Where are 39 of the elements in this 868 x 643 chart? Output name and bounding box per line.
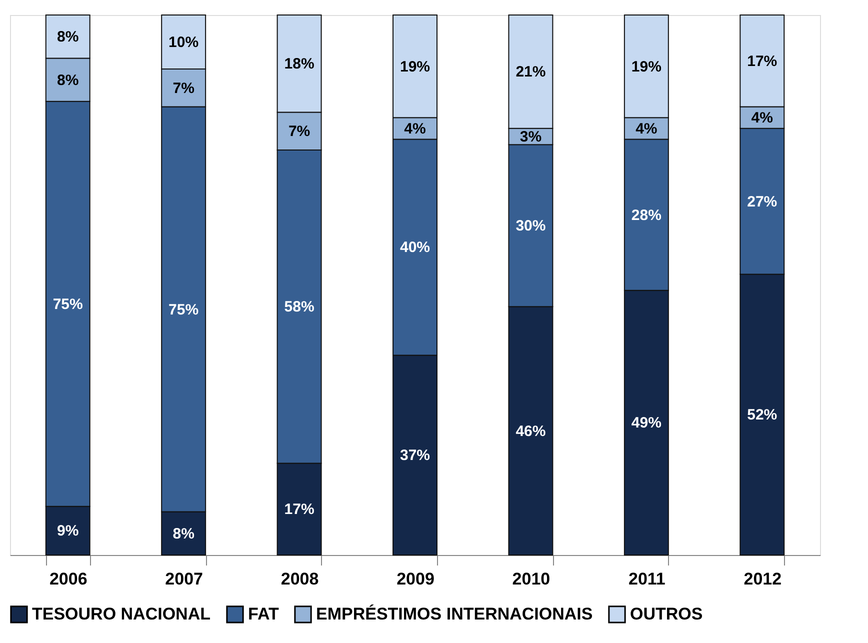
data-label: 8%	[57, 72, 79, 89]
data-label: 7%	[288, 123, 310, 140]
data-label: 4%	[404, 120, 426, 138]
data-label: 17%	[747, 52, 778, 70]
data-label: 40%	[400, 239, 430, 256]
data-label: 52%	[747, 406, 778, 424]
x-tick-label: 2011	[628, 570, 666, 588]
data-label: 37%	[400, 447, 430, 464]
data-label: 19%	[400, 58, 430, 76]
data-label: 10%	[168, 34, 199, 51]
legend-label: OUTROS	[630, 604, 703, 624]
x-tick-label: 2010	[512, 570, 550, 588]
data-label: 3%	[520, 128, 542, 146]
data-label: 8%	[57, 28, 79, 46]
data-label: 21%	[516, 64, 546, 81]
data-label: 9%	[57, 522, 79, 540]
x-tick-label: 2006	[49, 570, 88, 588]
legend-label: FAT	[248, 604, 280, 624]
data-label: 8%	[172, 525, 194, 542]
data-label: 58%	[284, 298, 314, 316]
data-label: 7%	[172, 80, 194, 97]
x-tick-label: 2008	[280, 570, 319, 588]
data-label: 19%	[631, 58, 662, 76]
data-label: 49%	[631, 414, 662, 432]
legend-label: TESOURO NACIONAL	[32, 604, 210, 624]
data-label: 28%	[631, 206, 662, 224]
x-tick-label: 2012	[744, 570, 782, 588]
data-label: 18%	[284, 56, 314, 73]
data-label: 4%	[751, 110, 773, 127]
data-label: 30%	[516, 218, 546, 235]
legend-label: EMPRÉSTIMOS INTERNACIONAIS	[316, 603, 593, 624]
data-label: 27%	[747, 193, 778, 210]
data-label: 75%	[168, 301, 199, 318]
data-label: 46%	[516, 422, 546, 440]
data-label: 4%	[636, 120, 658, 138]
data-label: 17%	[284, 501, 314, 518]
x-tick-label: 2009	[396, 570, 434, 588]
x-tick-label: 2007	[165, 570, 203, 588]
data-label: 75%	[52, 296, 83, 313]
